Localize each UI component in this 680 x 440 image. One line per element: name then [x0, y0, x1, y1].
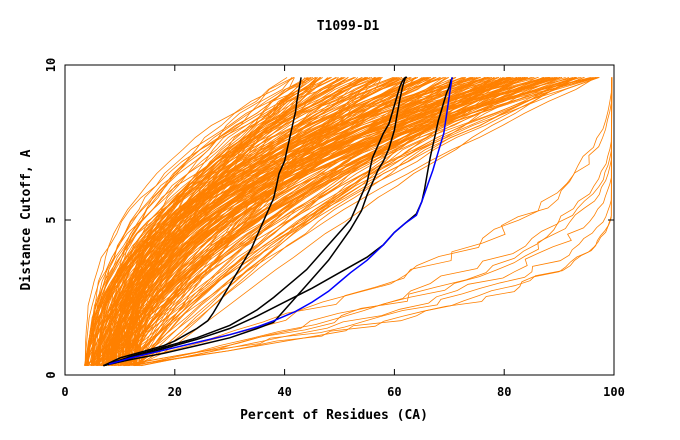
model-curve: [121, 77, 366, 366]
model-curve: [135, 77, 346, 366]
chart-title: T1099-D1: [317, 19, 380, 34]
model-curve: [98, 77, 349, 366]
x-tick-label: 80: [497, 385, 511, 399]
model-curve: [135, 77, 495, 367]
model-curve: [136, 77, 529, 367]
model-curve: [91, 77, 396, 366]
best-curve-4: [108, 77, 453, 365]
highlight-curve-0: [103, 77, 302, 367]
model-curve-saturated: [113, 77, 613, 367]
model-curve: [129, 77, 524, 366]
highlight-curve-1: [103, 76, 407, 367]
model-curve: [112, 77, 486, 366]
model-curve: [86, 77, 513, 366]
model-curve: [105, 77, 399, 366]
x-tick-label: 100: [603, 385, 625, 399]
model-curve: [92, 77, 580, 366]
x-tick-label: 20: [168, 385, 182, 399]
model-curve: [87, 77, 314, 366]
y-axis-label: Distance Cutoff, A: [19, 149, 34, 290]
model-curve-saturated: [127, 77, 613, 367]
model-curve: [88, 77, 478, 367]
x-tick-label: 0: [61, 385, 68, 399]
model-curve: [86, 77, 322, 366]
model-curve: [132, 77, 545, 367]
model-curve-saturated: [118, 77, 613, 367]
model-curve-saturated: [124, 77, 613, 367]
model-curve: [97, 77, 363, 366]
model-curve-saturated: [139, 77, 613, 367]
model-curve: [131, 77, 528, 366]
model-lines: [83, 77, 613, 367]
model-curve: [100, 77, 508, 366]
model-curve: [108, 77, 338, 366]
model-curve: [130, 77, 429, 366]
model-curve: [122, 77, 431, 366]
model-curve: [136, 77, 504, 366]
model-curve: [137, 77, 383, 366]
y-tick-label: 0: [44, 371, 58, 378]
model-curve: [128, 77, 585, 366]
model-curve-saturated: [100, 77, 613, 367]
x-tick-label: 60: [387, 385, 401, 399]
model-curve-saturated: [134, 77, 613, 367]
axis-ticks: 0 20 40 60 80 100 0 5 10: [44, 58, 625, 399]
model-curve: [128, 77, 463, 366]
model-curve: [138, 77, 527, 366]
model-curve-saturated: [141, 77, 613, 367]
model-curve: [137, 77, 495, 366]
model-curve-saturated: [123, 77, 613, 367]
model-curve: [115, 77, 561, 366]
model-curve: [108, 77, 380, 366]
highlight-lines: [103, 76, 454, 367]
model-curve: [90, 77, 514, 367]
x-tick-label: 40: [277, 385, 291, 399]
model-curve: [136, 77, 576, 367]
y-tick-label: 10: [44, 58, 58, 72]
model-curve: [99, 77, 316, 366]
model-curve: [94, 77, 518, 366]
model-curve: [135, 77, 466, 366]
x-axis-label: Percent of Residues (CA): [240, 408, 428, 423]
model-curve: [110, 77, 481, 366]
y-tick-label: 5: [44, 216, 58, 223]
model-curve: [99, 77, 493, 366]
highlight-curve-2: [103, 77, 407, 367]
model-curve: [135, 77, 473, 366]
model-curve: [135, 77, 383, 366]
model-curve: [137, 77, 375, 366]
model-curve: [85, 77, 522, 366]
model-curve: [111, 77, 498, 366]
